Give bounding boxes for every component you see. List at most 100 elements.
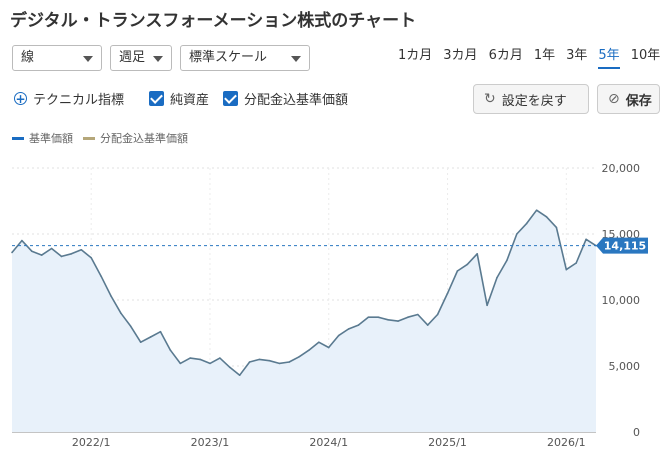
data-point — [238, 374, 241, 377]
paperclip-icon: ⊘ — [608, 91, 620, 107]
data-point — [496, 276, 498, 279]
dividend-label: 分配金込基準価額 — [244, 93, 349, 108]
data-point — [516, 233, 518, 235]
data-point — [169, 349, 172, 351]
chevron-down-icon — [291, 56, 301, 62]
data-point — [278, 362, 281, 365]
data-point — [486, 304, 488, 307]
data-point — [417, 313, 419, 316]
legend-item-nav: 基準価額 — [12, 130, 73, 146]
reset-settings-button[interactable]: ↻ 設定を戻す — [473, 84, 589, 114]
data-point — [387, 319, 389, 321]
data-point — [189, 357, 191, 359]
tab-3-years[interactable]: 3年 — [566, 48, 588, 63]
technical-indicators-toggle[interactable]: + テクニカル指標 — [14, 89, 124, 108]
data-point — [159, 330, 162, 333]
tab-10-years[interactable]: 10年 — [630, 48, 660, 63]
y-tick-label: 0 — [633, 426, 640, 439]
data-point — [357, 324, 360, 326]
data-point — [446, 292, 449, 295]
data-point — [209, 362, 211, 365]
data-point — [179, 362, 182, 365]
tab-6-months[interactable]: 6カ月 — [488, 48, 523, 63]
data-point — [219, 357, 221, 359]
refresh-icon: ↻ — [484, 91, 496, 107]
data-point — [288, 361, 290, 363]
legend-item-dividend-nav: 分配金込基準価額 — [83, 130, 188, 146]
data-point — [466, 263, 469, 266]
chart-type-select[interactable]: 線 — [12, 45, 102, 71]
data-point — [545, 216, 548, 218]
tab-5-years[interactable]: 5年 — [598, 44, 620, 69]
save-button[interactable]: ⊘ 保存 — [597, 84, 660, 114]
data-point — [149, 336, 152, 338]
data-point — [228, 366, 231, 369]
checkbox-checked-icon — [223, 91, 238, 106]
series-area-fill — [12, 210, 596, 432]
reset-settings-label: 設定を戻す — [501, 93, 567, 109]
technical-indicators-label: テクニカル指標 — [33, 93, 125, 108]
y-tick-label: 20,000 — [602, 162, 641, 175]
legend-label: 分配金込基準価額 — [100, 132, 188, 145]
net-assets-label: 純資産 — [170, 93, 210, 108]
data-point — [100, 275, 102, 278]
net-assets-checkbox[interactable]: 純資産 — [149, 89, 209, 108]
data-point — [426, 324, 429, 326]
data-point — [60, 255, 63, 258]
x-tick-label: 2024/1 — [309, 436, 348, 449]
data-point — [40, 254, 43, 256]
data-point — [347, 328, 350, 330]
data-point — [308, 349, 310, 351]
data-point — [476, 253, 479, 255]
data-point — [90, 256, 92, 259]
series-line — [11, 209, 597, 376]
data-point — [50, 247, 53, 250]
data-point — [367, 316, 370, 318]
data-point — [575, 262, 578, 264]
current-value-badge — [596, 237, 648, 254]
data-point — [139, 341, 142, 344]
interval-select[interactable]: 週足 — [110, 45, 172, 71]
data-point — [30, 250, 33, 252]
data-point — [21, 239, 23, 242]
legend-swatch — [83, 136, 95, 140]
data-point — [327, 346, 330, 349]
y-tick-label: 5,000 — [609, 360, 641, 373]
chevron-down-icon — [83, 56, 93, 62]
legend-label: 基準価額 — [29, 132, 73, 145]
x-tick-label: 2025/1 — [428, 436, 467, 449]
page-title: デジタル・トランスフォーメーション株式のチャート — [10, 11, 417, 31]
tab-3-months[interactable]: 3カ月 — [443, 48, 478, 63]
chart-legend: 基準価額 分配金込基準価額 — [12, 130, 198, 146]
data-point — [11, 251, 13, 254]
scale-select[interactable]: 標準スケール — [180, 45, 310, 71]
legend-swatch — [12, 136, 24, 140]
data-point — [298, 355, 300, 358]
plus-circle-icon: + — [14, 92, 27, 106]
current-value-label: 14,115 — [604, 240, 646, 253]
data-point — [120, 312, 122, 314]
data-point — [555, 226, 558, 229]
chevron-down-icon — [153, 56, 163, 62]
data-point — [377, 316, 380, 318]
x-tick-label: 2026/1 — [547, 436, 586, 449]
data-point — [436, 313, 439, 316]
dividend-checkbox[interactable]: 分配金込基準価額 — [223, 89, 348, 108]
data-point — [80, 249, 83, 251]
tab-1-month[interactable]: 1カ月 — [398, 48, 433, 63]
data-point — [525, 222, 528, 225]
data-point — [110, 295, 112, 297]
chart-type-value: 線 — [21, 50, 35, 65]
save-label: 保存 — [625, 93, 652, 109]
data-point — [535, 209, 538, 212]
data-point — [585, 238, 587, 241]
tab-1-year[interactable]: 1年 — [533, 48, 556, 63]
data-point — [337, 334, 340, 337]
data-point — [70, 253, 73, 255]
period-tabs: 1カ月 3カ月 6カ月 1年 3年 5年 10年 — [398, 44, 660, 69]
data-point — [129, 325, 132, 328]
data-point — [199, 358, 201, 361]
data-point — [506, 259, 508, 262]
data-point — [268, 359, 271, 362]
